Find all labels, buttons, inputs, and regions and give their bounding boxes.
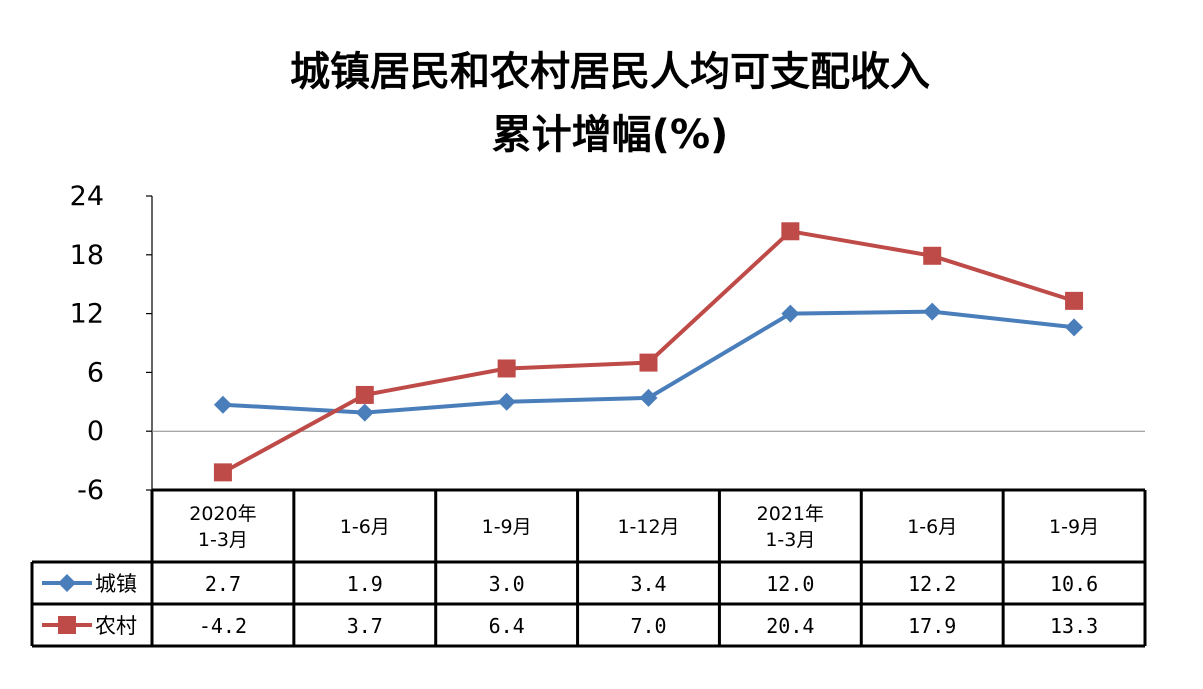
series-point-square — [923, 246, 942, 265]
axis-layer: 24 18 12 6 0 -6 — [70, 181, 1145, 506]
legend-key-square — [58, 616, 76, 634]
category-label: 1-3月 — [198, 529, 248, 551]
series-point-diamond — [781, 304, 800, 323]
table-cell-value: 7.0 — [630, 614, 666, 638]
series-point-diamond — [923, 302, 942, 321]
table-cell-value: 6.4 — [489, 614, 525, 638]
table-cell-value: 13.3 — [1050, 614, 1098, 638]
series-point-diamond — [497, 392, 516, 411]
table-cell-value: 12.0 — [766, 572, 814, 596]
series-name-label: 农村 — [95, 614, 137, 638]
y-tick-label: 6 — [87, 357, 104, 388]
table-cell-value: -4.2 — [199, 614, 247, 638]
series-point-square — [781, 222, 800, 241]
y-tick-label: 24 — [70, 181, 104, 212]
y-tick-label: 18 — [70, 240, 104, 271]
category-label: 2021年 — [757, 503, 824, 525]
table-cell-value: 1.9 — [347, 572, 383, 596]
category-label: 1-9月 — [1049, 516, 1099, 538]
category-label: 2020年 — [189, 503, 256, 525]
category-label: 1-3月 — [765, 529, 815, 551]
series-layer — [213, 222, 1084, 482]
category-label: 1-6月 — [340, 516, 390, 538]
category-label: 1-12月 — [617, 516, 679, 538]
series-point-diamond — [1065, 318, 1084, 337]
legend-key-diamond — [58, 574, 76, 592]
table-cell-value: 3.0 — [489, 572, 525, 596]
series-name-label: 城镇 — [95, 572, 137, 596]
category-label: 1-9月 — [482, 516, 532, 538]
series-line-1 — [221, 229, 1075, 475]
y-tick-label: 12 — [70, 299, 104, 330]
series-point-square — [213, 463, 232, 482]
chart-title-line-1: 城镇居民和农村居民人均可支配收入 — [290, 49, 930, 95]
data-table: 2020年 1-3月 1-6月 1-9月 1-12月 2021年 1-3月 1-6月 1-9月城… — [30, 488, 1147, 648]
series-point-square — [497, 359, 516, 378]
table-cell-value: 2.7 — [205, 572, 241, 596]
table-cell-value: 3.7 — [347, 614, 383, 638]
table-cell-value: 17.9 — [908, 614, 956, 638]
table-cell-value: 3.4 — [630, 572, 666, 596]
series-point-diamond — [639, 388, 658, 407]
category-label: 1-6月 — [907, 516, 957, 538]
chart-title-line-2: 累计增幅(%) — [492, 112, 729, 158]
series-point-diamond — [355, 403, 374, 422]
y-tick-label: 0 — [87, 416, 104, 447]
y-tick-label: -6 — [77, 475, 104, 506]
table-cell-value: 10.6 — [1050, 572, 1098, 596]
table-cell-value: 20.4 — [766, 614, 814, 638]
table-cell-value: 12.2 — [908, 572, 956, 596]
series-point-square — [1065, 291, 1084, 310]
series-point-square — [355, 385, 374, 404]
series-point-square — [639, 353, 658, 372]
series-point-diamond — [213, 395, 232, 414]
